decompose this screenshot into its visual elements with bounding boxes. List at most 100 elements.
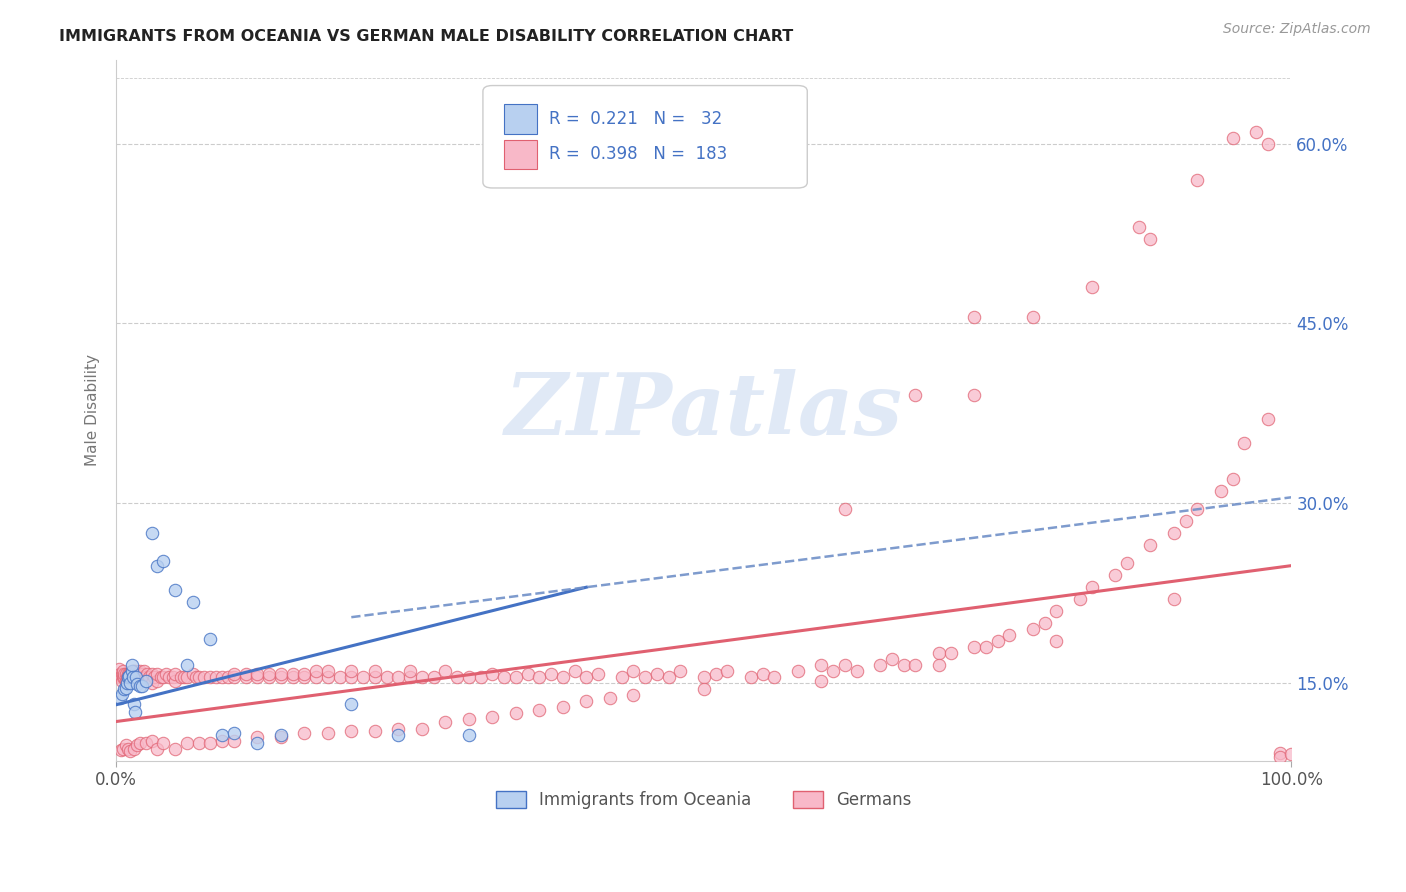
Point [810,673,832,688]
Point [163,742,186,756]
Point [114,666,136,681]
Point [387,728,409,742]
Point [120,670,142,684]
Point [176,658,198,673]
Point [222,666,245,681]
Point [329,670,352,684]
Point [1244,124,1267,138]
Point [131,666,153,681]
Point [457,712,479,726]
Point [211,670,233,684]
Point [786,664,808,678]
Point [111,666,134,681]
Point [122,742,145,756]
Point [292,726,315,740]
Point [575,694,598,708]
Point [305,670,328,684]
Point [181,666,204,681]
Point [118,666,141,681]
Bar [505,139,537,169]
Point [586,666,609,681]
Point [114,681,136,695]
Point [127,673,149,688]
Point [155,666,177,681]
Point [634,670,657,684]
Point [141,676,163,690]
Point [200,632,222,646]
Point [834,502,856,516]
Point [716,664,738,678]
Point [128,679,150,693]
Point [114,666,136,681]
Point [111,673,134,688]
Point [125,670,148,684]
Point [121,664,143,678]
Point [135,673,157,688]
Point [110,670,132,684]
Point [114,739,136,753]
Point [141,733,163,747]
Point [1163,592,1185,607]
Point [115,676,138,690]
Point [115,670,138,684]
Point [810,658,832,673]
Point [125,670,148,684]
Point [974,640,997,655]
Point [457,728,479,742]
Point [122,664,145,678]
Point [120,676,142,690]
Point [939,646,962,660]
Point [893,658,915,673]
Point [928,658,950,673]
Point [434,714,457,729]
Point [1022,622,1045,636]
Point [387,670,409,684]
Point [434,664,457,678]
Point [135,736,157,750]
Point [399,670,422,684]
Point [173,670,195,684]
Point [152,736,174,750]
Point [270,666,292,681]
Point [200,736,222,750]
Point [411,722,433,736]
Point [127,677,149,691]
Text: ZIPatlas: ZIPatlas [505,368,903,452]
Point [163,666,186,681]
Point [235,670,257,684]
Point [693,682,716,697]
Point [115,676,138,690]
Point [128,736,150,750]
Point [187,736,209,750]
Point [211,728,233,742]
Text: R =  0.221   N =   32: R = 0.221 N = 32 [548,111,723,128]
Point [740,670,762,684]
Point [257,666,280,681]
Point [186,670,208,684]
Point [114,670,136,684]
Point [128,664,150,678]
Point [121,670,143,684]
Point [1104,568,1126,582]
Point [340,670,363,684]
Legend: Immigrants from Oceania, Germans: Immigrants from Oceania, Germans [489,784,918,816]
Point [217,670,239,684]
Point [149,670,172,684]
Point [270,730,292,744]
Point [305,664,328,678]
Point [1139,538,1161,552]
Point [599,690,621,705]
Point [124,670,146,684]
Point [387,722,409,736]
Point [141,526,163,541]
Point [505,706,527,720]
Point [763,670,786,684]
Point [281,666,304,681]
Point [834,658,856,673]
Point [124,666,146,681]
Point [181,594,204,608]
Point [222,726,245,740]
Point [146,558,169,573]
Point [704,666,727,681]
Point [1209,484,1232,499]
